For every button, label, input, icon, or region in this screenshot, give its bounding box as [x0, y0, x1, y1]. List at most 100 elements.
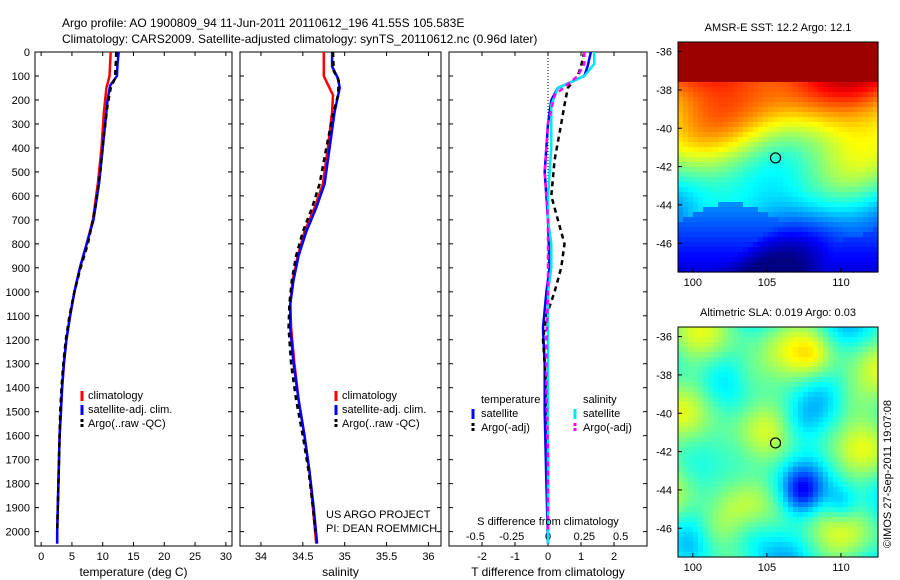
heatmap-cell — [748, 507, 754, 513]
heatmap-cell — [873, 137, 879, 143]
heatmap-cell — [758, 397, 764, 403]
heatmap-cell — [733, 347, 739, 353]
heatmap-cell — [703, 372, 709, 378]
heatmap-cell — [708, 157, 714, 163]
heatmap-cell — [858, 92, 864, 98]
heatmap-cell — [713, 237, 719, 243]
heatmap-cell — [743, 327, 749, 333]
heatmap-cell — [693, 367, 699, 373]
heatmap-cell — [763, 242, 769, 248]
heatmap-cell — [708, 47, 714, 53]
header-line2: Climatology: CARS2009. Satellite-adjuste… — [62, 32, 537, 46]
heatmap-cell — [853, 227, 859, 233]
heatmap-cell — [848, 467, 854, 473]
heatmap-cell — [718, 117, 724, 123]
heatmap-cell — [693, 72, 699, 78]
heatmap-cell — [698, 412, 704, 418]
heatmap-cell — [808, 137, 814, 143]
heatmap-cell — [863, 137, 869, 143]
heatmap-cell — [678, 152, 684, 158]
heatmap-cell — [738, 477, 744, 483]
heatmap-cell — [773, 177, 779, 183]
heatmap-cell — [718, 202, 724, 208]
heatmap-cell — [708, 132, 714, 138]
heatmap-cell — [823, 127, 829, 133]
heatmap-cell — [858, 237, 864, 243]
heatmap-cell — [728, 487, 734, 493]
heatmap-cell — [723, 407, 729, 413]
heatmap-cell — [683, 457, 689, 463]
heatmap-cell — [863, 167, 869, 173]
heatmap-cell — [833, 492, 839, 498]
heatmap-cell — [843, 87, 849, 93]
heatmap-cell — [748, 432, 754, 438]
heatmap-cell — [868, 377, 874, 383]
heatmap-cell — [683, 92, 689, 98]
heatmap-cell — [813, 177, 819, 183]
heatmap-cell — [843, 217, 849, 223]
heatmap-cell — [858, 547, 864, 553]
heatmap-cell — [848, 232, 854, 238]
heatmap-cell — [798, 207, 804, 213]
heatmap-cell — [728, 377, 734, 383]
heatmap-cell — [783, 127, 789, 133]
heatmap-cell — [798, 267, 804, 273]
heatmap-cell — [693, 267, 699, 273]
heatmap-cell — [748, 537, 754, 543]
heatmap-cell — [788, 157, 794, 163]
heatmap-cell — [753, 147, 759, 153]
heatmap-cell — [693, 397, 699, 403]
heatmap-cell — [698, 132, 704, 138]
heatmap-cell — [833, 187, 839, 193]
heatmap-cell — [733, 267, 739, 273]
heatmap-cell — [768, 132, 774, 138]
heatmap-cell — [718, 62, 724, 68]
heatmap-cell — [828, 47, 834, 53]
heatmap-cell — [813, 122, 819, 128]
heatmap-cell — [703, 417, 709, 423]
heatmap-cell — [838, 147, 844, 153]
heatmap-cell — [688, 202, 694, 208]
heatmap-cell — [678, 472, 684, 478]
heatmap-cell — [758, 217, 764, 223]
heatmap-cell — [808, 542, 814, 548]
heatmap-cell — [753, 532, 759, 538]
heatmap-cell — [823, 57, 829, 63]
heatmap-cell — [863, 552, 869, 558]
heatmap-cell — [823, 487, 829, 493]
heatmap-cell — [688, 342, 694, 348]
heatmap-cell — [863, 397, 869, 403]
heatmap-cell — [783, 407, 789, 413]
heatmap-cell — [833, 332, 839, 338]
heatmap-cell — [773, 397, 779, 403]
heatmap-cell — [713, 232, 719, 238]
heatmap-cell — [768, 217, 774, 223]
heatmap-cell — [723, 122, 729, 128]
heatmap-cell — [813, 437, 819, 443]
heatmap-cell — [798, 147, 804, 153]
heatmap-cell — [778, 92, 784, 98]
heatmap-cell — [693, 237, 699, 243]
heatmap-cell — [863, 242, 869, 248]
heatmap-cell — [818, 217, 824, 223]
heatmap-cell — [748, 197, 754, 203]
heatmap-cell — [728, 417, 734, 423]
heatmap-cell — [823, 452, 829, 458]
heatmap-cell — [753, 537, 759, 543]
heatmap-cell — [848, 207, 854, 213]
heatmap-cell — [843, 472, 849, 478]
heatmap-cell — [803, 412, 809, 418]
heatmap-cell — [733, 512, 739, 518]
heatmap-cell — [698, 377, 704, 383]
heatmap-cell — [683, 427, 689, 433]
x-tick-label: 30 — [220, 551, 232, 563]
heatmap-cell — [733, 42, 739, 48]
heatmap-cell — [773, 152, 779, 158]
heatmap-cell — [848, 42, 854, 48]
heatmap-cell — [823, 457, 829, 463]
heatmap-cell — [848, 512, 854, 518]
heatmap-cell — [853, 167, 859, 173]
heatmap-cell — [798, 512, 804, 518]
heatmap-cell — [678, 42, 684, 48]
heatmap-cell — [708, 182, 714, 188]
